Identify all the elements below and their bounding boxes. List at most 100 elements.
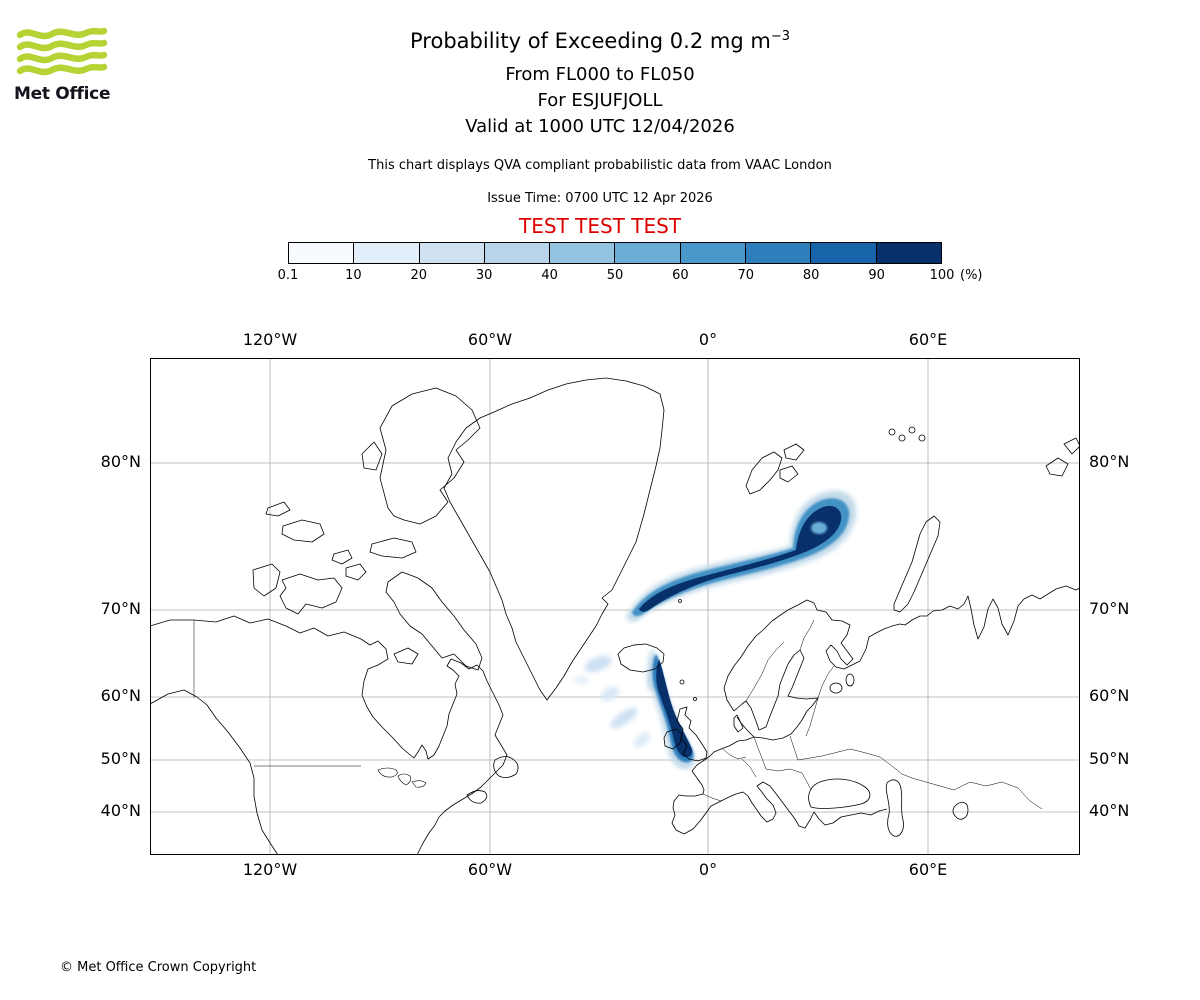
- lon-label-bottom: 60°E: [908, 860, 948, 879]
- logo-wordmark: Met Office: [14, 84, 111, 104]
- subtitle-volcano: For ESJUFJOLL: [537, 90, 663, 111]
- border-caucasus: [879, 756, 913, 779]
- legend-cell: [615, 243, 681, 263]
- island-prince-patrick: [265, 501, 291, 517]
- island-newfoundland: [493, 756, 519, 778]
- sea-caspian: [885, 779, 904, 837]
- border-europe-4: [789, 735, 799, 761]
- legend-cell: [876, 243, 941, 263]
- border-europe-3: [765, 768, 803, 774]
- map-svg: [150, 358, 1080, 855]
- coast-scandinavia-arctic-russia: [723, 585, 1080, 712]
- ash-plumes: [575, 490, 857, 770]
- subtitle-flight-levels: From FL000 to FL050: [505, 64, 695, 85]
- coast-ireland: [663, 728, 683, 750]
- coast-denmark: [733, 714, 744, 733]
- legend-unit-label: (%): [960, 268, 983, 283]
- coast-great-britain: [676, 706, 708, 762]
- map-gridlines: [150, 358, 1080, 855]
- sea-black-sea: [808, 778, 871, 809]
- island-prince-of-wales: [331, 549, 353, 565]
- lakes-great-lakes: [377, 767, 427, 788]
- test-banner: TEST TEST TEST: [518, 214, 681, 238]
- island-novaya-zemlya: [893, 515, 941, 613]
- coast-iceland: [617, 643, 665, 673]
- map-canvas: [150, 358, 1080, 855]
- island-svalbard-main: [745, 451, 783, 495]
- lon-label-bottom: 120°W: [242, 860, 298, 879]
- legend-tick-label: 20: [410, 268, 428, 283]
- island-severnaya-zemlya-1: [1045, 457, 1069, 477]
- legend-cell: [354, 243, 420, 263]
- legend-tick-label: 80: [802, 268, 820, 283]
- title-exponent: −3: [770, 29, 790, 44]
- country-borders: [193, 619, 1043, 810]
- lat-label-left: 80°N: [100, 452, 141, 471]
- lon-label-top: 60°E: [908, 330, 948, 349]
- map-border: [150, 358, 1080, 855]
- border-europe-1: [722, 748, 747, 760]
- island-faroe: [679, 679, 685, 685]
- island-severnaya-zemlya-2: [1063, 437, 1080, 455]
- border-balkans: [801, 772, 812, 791]
- island-ellesmere: [379, 387, 481, 525]
- border-baltics-russia: [805, 697, 819, 737]
- logo-waves: [16, 27, 108, 76]
- coast-greenland: [443, 377, 665, 701]
- legend-cell: [680, 243, 747, 263]
- lat-label-right: 40°N: [1089, 801, 1130, 820]
- legend-tick-label: 90: [868, 268, 885, 283]
- legend-cell: [811, 243, 877, 263]
- title-text: Probability of Exceeding 0.2 mg m: [410, 29, 771, 53]
- island-baffin: [385, 571, 483, 671]
- border-kazakh-2: [953, 781, 1019, 791]
- border-finland-russia: [817, 665, 835, 699]
- sea-aral: [952, 801, 969, 820]
- lon-label-bottom: 60°W: [467, 860, 513, 879]
- lat-label-left: 60°N: [100, 686, 141, 705]
- border-sweden-finland: [799, 619, 815, 651]
- island-svalbard-e: [779, 465, 799, 483]
- border-pyrenees: [702, 793, 722, 802]
- island-nova-scotia: [466, 790, 488, 804]
- border-europe-6: [833, 748, 881, 758]
- legend-tick-label: 0.1: [277, 268, 299, 283]
- page-title: Probability of Exceeding 0.2 mg m−3: [0, 29, 1200, 53]
- lat-label-left: 50°N: [100, 749, 141, 768]
- lat-label-right: 80°N: [1089, 452, 1130, 471]
- issue-time: Issue Time: 0700 UTC 12 Apr 2026: [487, 191, 713, 206]
- coast-mediterranean: [683, 781, 888, 835]
- legend-tick-label: 50: [606, 268, 624, 283]
- coast-north-america-pacific: [150, 689, 279, 855]
- legend-cell: [289, 243, 355, 263]
- lat-label-right: 60°N: [1089, 686, 1130, 705]
- lon-label-bottom: 0°: [698, 860, 718, 879]
- border-norway-sweden: [745, 641, 785, 702]
- qva-note: This chart displays QVA compliant probab…: [368, 158, 832, 173]
- legend-cell: [484, 243, 551, 263]
- legend-tick-label: 100: [929, 268, 955, 283]
- coastlines: [150, 377, 1080, 855]
- border-kazakh-1: [911, 777, 955, 791]
- legend-tick-label: 60: [672, 268, 689, 283]
- island-jan-mayen: [678, 599, 682, 603]
- island-somerset: [345, 563, 367, 581]
- met-office-logo: Met Office: [14, 26, 124, 104]
- border-europe-2: [753, 736, 767, 770]
- subtitle-valid-time: Valid at 1000 UTC 12/04/2026: [465, 116, 735, 137]
- island-franz-josef-1: [888, 428, 896, 436]
- probability-colorbar: (%) 0.1 10 20 30 40 50 60 70 80 90 100: [278, 242, 983, 284]
- coast-north-america-arctic-hudson-atlantic: [150, 615, 508, 855]
- island-franz-josef-3: [908, 426, 916, 434]
- border-europe-5: [797, 752, 835, 761]
- lake-onega: [845, 673, 855, 687]
- border-kazakh-3: [1017, 787, 1043, 810]
- island-devon: [369, 537, 417, 559]
- lat-label-left: 40°N: [100, 801, 141, 820]
- island-melville: [281, 519, 325, 543]
- legend-ticks: (%) 0.1 10 20 30 40 50 60 70 80 90 100: [278, 264, 983, 284]
- lon-label-top: 120°W: [242, 330, 298, 349]
- copyright-notice: © Met Office Crown Copyright: [60, 960, 257, 975]
- island-svalbard-ne: [783, 443, 805, 461]
- island-axel-heiberg: [361, 441, 383, 471]
